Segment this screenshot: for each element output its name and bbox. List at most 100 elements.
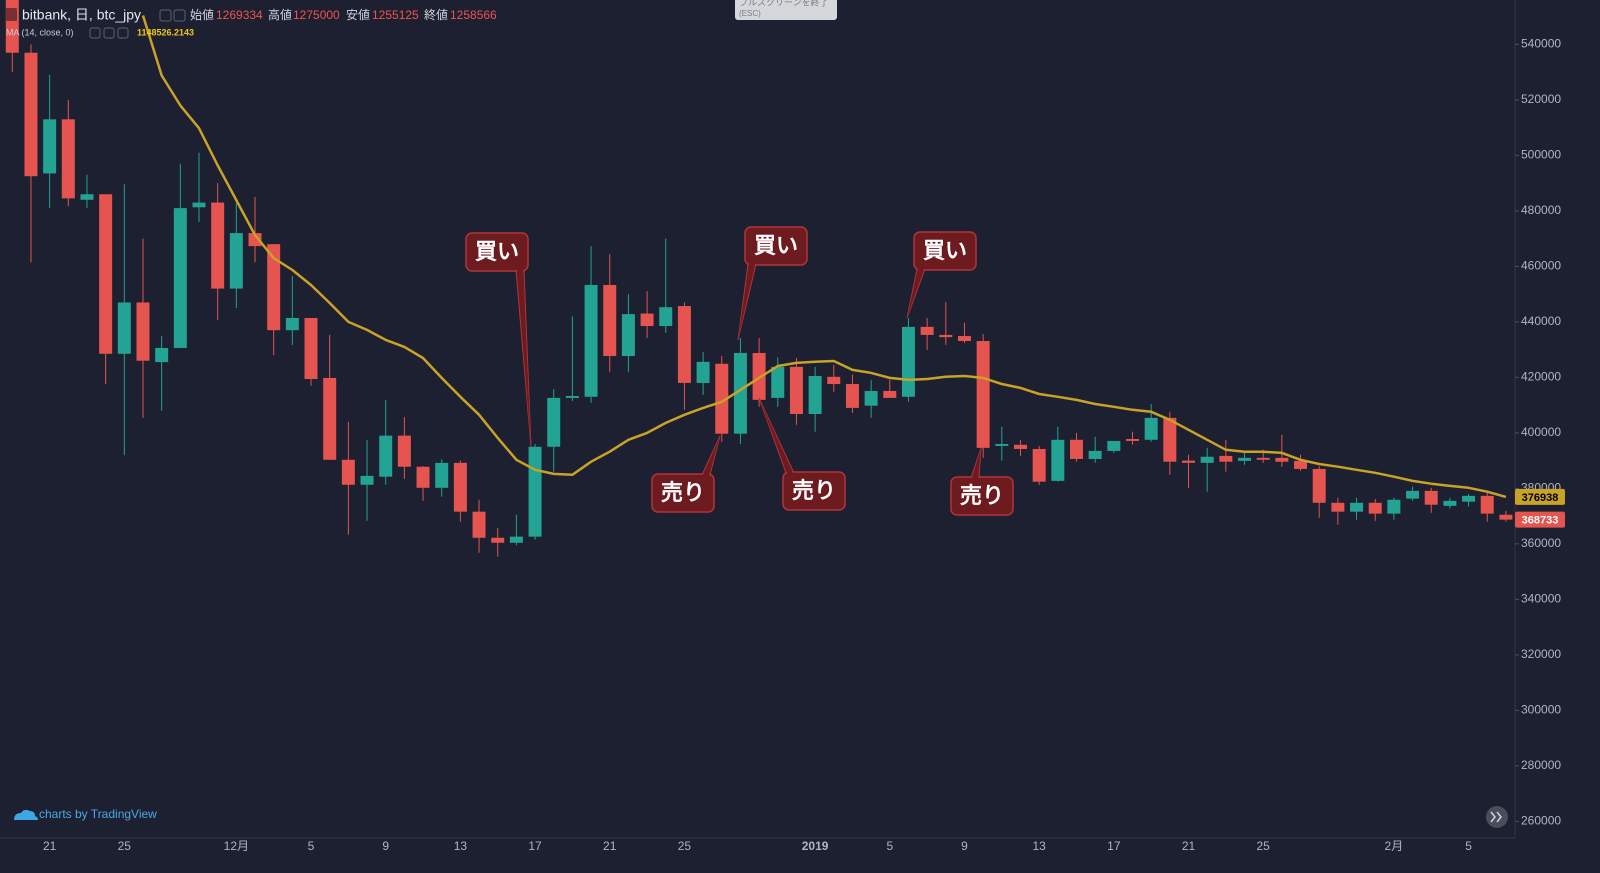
candle-body <box>1462 495 1476 502</box>
ohlc-label: 高値 <box>268 7 292 22</box>
candle-body <box>864 390 878 406</box>
price-label: 368733 <box>1522 515 1559 527</box>
candle-body <box>1126 438 1139 441</box>
y-tick-label: 320000 <box>1521 647 1561 661</box>
candle-body <box>1331 502 1345 512</box>
candle-body <box>192 202 206 208</box>
y-tick-label: 460000 <box>1521 259 1561 273</box>
candle-body <box>1406 490 1420 499</box>
tooltip-hint: (ESC) <box>739 9 761 18</box>
candle-body <box>472 511 486 538</box>
candle-body <box>939 334 953 338</box>
annotation-box <box>744 226 808 266</box>
candle-body <box>341 459 355 485</box>
ohlc-value: 1275000 <box>293 8 340 22</box>
candle-body <box>528 446 542 537</box>
annotation-text: 買い <box>754 233 798 258</box>
legend-button[interactable] <box>173 9 186 22</box>
candle-body <box>1480 495 1494 514</box>
annotation-pointer-fill <box>517 270 531 447</box>
candle-body <box>229 233 243 289</box>
symbol-icon <box>6 8 17 21</box>
plot-area <box>5 0 1513 557</box>
y-tick-label: 360000 <box>1521 536 1561 550</box>
candle-body <box>1499 514 1513 520</box>
candle-body <box>285 317 299 331</box>
legend-button[interactable] <box>89 27 101 39</box>
candle-body <box>248 233 262 247</box>
y-tick-label: 260000 <box>1521 814 1561 828</box>
x-tick-label: 13 <box>1032 839 1046 853</box>
candle-body <box>771 366 785 398</box>
price-label-box <box>1515 511 1565 528</box>
x-tick-label: 25 <box>678 839 692 853</box>
price-label: 376938 <box>1522 492 1559 504</box>
y-tick-label: 340000 <box>1521 592 1561 606</box>
legend-button[interactable] <box>117 27 129 39</box>
candle-body <box>1219 455 1233 462</box>
ohlc-label: 始値 <box>190 7 214 22</box>
candle-body <box>1069 439 1083 459</box>
candle-body <box>1275 457 1289 462</box>
candle-body <box>976 341 990 448</box>
candle-body <box>584 284 598 397</box>
candle-body <box>1051 439 1065 481</box>
ma-legend-value: 1148526.2143 <box>137 27 194 37</box>
candle-body <box>1144 417 1158 440</box>
candle-body <box>173 208 187 348</box>
candle-body <box>99 194 113 354</box>
candle-body <box>565 395 579 398</box>
candle-body <box>5 0 19 53</box>
symbol-title: bitbank, 日, btc_jpy <box>22 7 141 23</box>
annotation-pointer-fill <box>907 269 924 318</box>
candle-body <box>435 462 449 488</box>
candle-body <box>509 536 523 543</box>
candle-body <box>1312 468 1326 503</box>
ohlc-value: 1255125 <box>372 8 419 22</box>
y-tick-label: 280000 <box>1521 758 1561 772</box>
candle-body <box>752 352 766 400</box>
candle-body <box>827 376 841 385</box>
candle-body <box>1013 444 1027 449</box>
x-tick-label: 17 <box>1107 839 1121 853</box>
annotation-pointer-fill <box>738 264 755 340</box>
legend-button[interactable] <box>159 9 172 22</box>
candle-body <box>491 537 505 543</box>
candle-body <box>640 313 654 327</box>
annotation-box <box>465 232 529 272</box>
brand-icon <box>14 809 38 820</box>
candle-body <box>1443 500 1457 506</box>
y-tick-label: 540000 <box>1521 37 1561 51</box>
legend-button[interactable] <box>103 27 115 39</box>
candle-body <box>1088 450 1102 459</box>
candle-body <box>1424 490 1438 505</box>
candle-body <box>397 435 411 467</box>
candle-body <box>1387 499 1401 514</box>
x-tick-label: 17 <box>528 839 542 853</box>
annotation-pointer-fill <box>759 398 793 473</box>
annotation-pointer-fill <box>703 436 720 475</box>
ma-legend-label: MA (14, close, 0) <box>6 27 74 37</box>
candle-body <box>845 384 859 408</box>
candle-body <box>995 443 1009 446</box>
y-tick-label: 400000 <box>1521 425 1561 439</box>
candle-body <box>379 435 393 477</box>
annotation-box <box>651 473 715 513</box>
candle-body <box>808 375 822 415</box>
candle-body <box>136 302 150 361</box>
ohlc-label: 終値 <box>424 7 448 22</box>
annotation-text: 買い <box>923 238 967 263</box>
candle-body <box>677 306 691 383</box>
candle-body <box>1238 457 1252 461</box>
candle-body <box>1256 457 1270 460</box>
candle-body <box>957 336 971 342</box>
candle-body <box>901 326 915 397</box>
scroll-to-realtime-button[interactable] <box>1486 806 1508 828</box>
scroll-icon <box>1490 811 1502 823</box>
x-tick-label: 21 <box>43 839 57 853</box>
brand-text: charts by TradingView <box>39 807 157 821</box>
y-tick-label: 520000 <box>1521 92 1561 106</box>
x-tick-label: 21 <box>603 839 617 853</box>
